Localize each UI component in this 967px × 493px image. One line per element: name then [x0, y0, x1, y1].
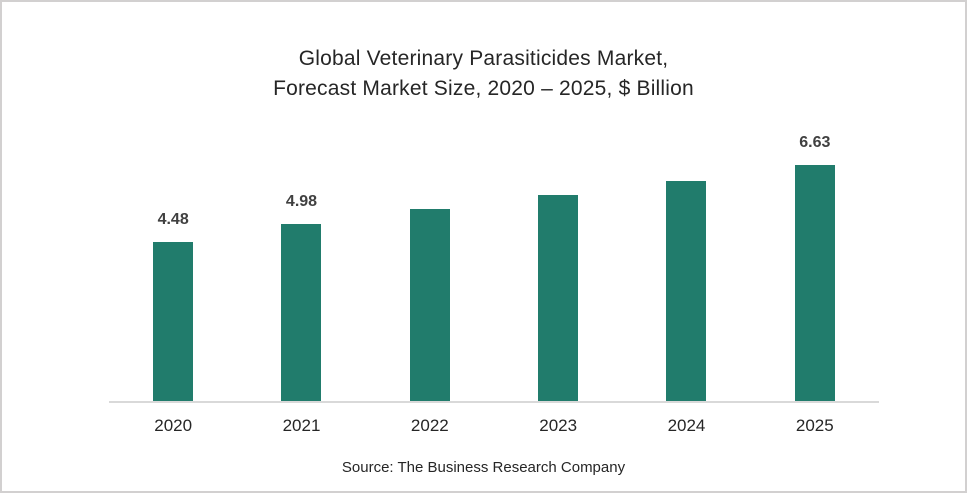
chart-title-line1: Global Veterinary Parasiticides Market,	[298, 47, 669, 70]
bar-2024	[666, 181, 707, 402]
x-axis: 2020 2021 2022 2023 2024 2025	[109, 416, 879, 436]
bar-2021	[281, 224, 322, 402]
x-axis-label-2025: 2025	[795, 416, 834, 435]
bar-column-2025: 6.63	[751, 2, 879, 402]
bar-column-2024	[622, 2, 750, 402]
bar-value-label-2020: 4.48	[157, 211, 189, 228]
x-axis-label-2022: 2022	[410, 416, 449, 435]
chart-title-line2: Forecast Market Size, 2020 – 2025, $ Bil…	[273, 77, 694, 100]
bar-column-2020: 4.48	[109, 2, 237, 402]
bar-2022	[409, 209, 450, 402]
bar-value-label-2025: 6.63	[799, 134, 831, 151]
chart-title: Global Veterinary Parasiticides Market, …	[2, 44, 965, 104]
bar-2020	[153, 242, 194, 402]
x-axis-label-2021: 2021	[282, 416, 321, 435]
x-axis-label-2023: 2023	[539, 416, 578, 435]
bar-column-2022	[366, 2, 494, 402]
bar-column-2023	[494, 2, 622, 402]
source-text: Source: The Business Research Company	[341, 459, 626, 476]
bar-2025	[794, 165, 835, 402]
x-axis-label-2020: 2020	[154, 416, 193, 435]
bar-value-label-2021: 4.98	[285, 193, 318, 210]
bar-group: 4.48 4.98 6.63	[109, 2, 879, 402]
plot-area: 4.48 4.98 6.63	[109, 2, 879, 403]
bar-column-2021: 4.98	[237, 2, 365, 402]
x-axis-line	[109, 401, 879, 403]
bar-2023	[538, 195, 579, 402]
x-axis-label-2024: 2024	[667, 416, 706, 435]
